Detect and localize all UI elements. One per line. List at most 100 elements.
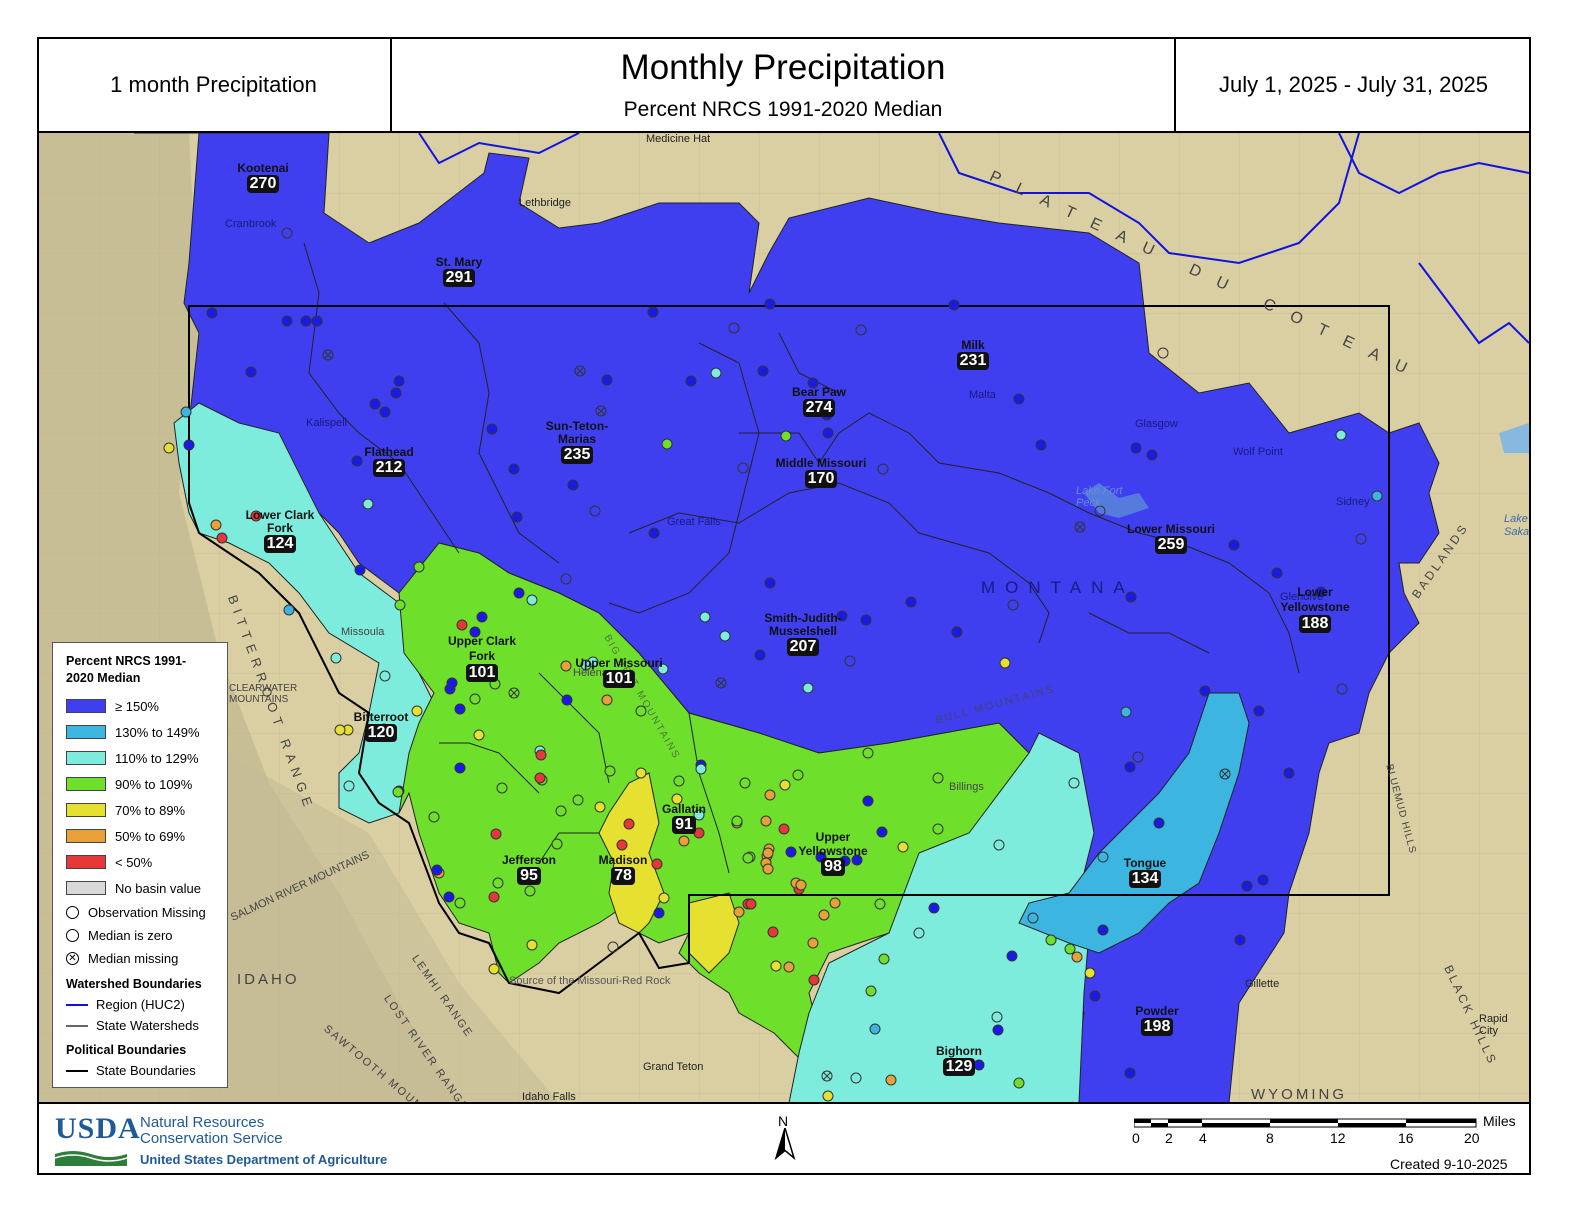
station-dot [928, 902, 940, 914]
map-legend: Percent NRCS 1991-2020 Median ≥ 150% 130… [52, 642, 228, 1088]
station-dot [897, 841, 909, 853]
state-boundary-montana [188, 305, 1390, 995]
station-dot [511, 511, 523, 523]
station-empty [555, 805, 567, 817]
station-dot [1271, 567, 1283, 579]
station-dot [413, 561, 425, 573]
place-label-gillette: Gillette [1245, 978, 1280, 990]
region-label-wyoming: WYOMING [1251, 1086, 1347, 1103]
station-dot [379, 406, 391, 418]
station-dot [369, 398, 381, 410]
station-empty [728, 322, 740, 334]
station-dot [456, 619, 468, 631]
station-dot [951, 626, 963, 638]
legend-item-70-89: 70% to 89% [66, 797, 227, 823]
station-dot [354, 564, 366, 576]
station-dot [658, 892, 670, 904]
station-dot [1097, 924, 1109, 936]
station-dot [783, 961, 795, 973]
station-dot [836, 610, 848, 622]
place-label-grand-teton: Grand Teton [643, 1061, 704, 1073]
station-dot [778, 823, 790, 835]
place-label-wolf-point: Wolf Point [1233, 446, 1283, 458]
station-dot [1071, 951, 1083, 963]
region-label-source-missouri: Source of the Missouri-Red Rock [509, 975, 671, 987]
station-empty [862, 747, 874, 759]
station-dot [1241, 880, 1253, 892]
station-empty [1336, 683, 1348, 695]
station-dot [671, 793, 683, 805]
basin-label-gallatin: Gallatin 91 [661, 802, 706, 834]
legend-item-90-109: 90% to 109% [66, 771, 227, 797]
station-crossed [574, 365, 586, 377]
station-dot [851, 854, 863, 866]
station-crossed [595, 405, 607, 417]
usda-wave-icon [55, 1151, 127, 1166]
station-dot [411, 705, 423, 717]
station-crossed [322, 349, 334, 361]
station-dot [1045, 934, 1057, 946]
station-dot [492, 877, 504, 889]
map-canvas[interactable]: Medicine Hat Lethbridge Cranbrook Kalisp… [39, 133, 1529, 1103]
station-dot [948, 299, 960, 311]
basin-label-st-mary: St. Mary 291 [435, 255, 483, 287]
station-dot [862, 795, 874, 807]
station-dot [623, 818, 635, 830]
station-dot [1153, 817, 1165, 829]
station-dot [860, 614, 872, 626]
huc2-region-line [418, 133, 1529, 345]
station-dot [311, 315, 323, 327]
scale-unit: Miles [1483, 1113, 1516, 1129]
station-dot [431, 864, 443, 876]
station-dot [330, 652, 342, 664]
station-dot [580, 659, 592, 671]
station-empty [1097, 851, 1109, 863]
usda-wordmark: USDA [55, 1112, 141, 1145]
station-dot [1228, 539, 1240, 551]
basin-label-powder: Powder 198 [1135, 1004, 1179, 1036]
scale-bar-graphic [1134, 1118, 1477, 1128]
legend-item-130-149: 130% to 149% [66, 719, 227, 745]
place-label-glasgow: Glasgow [1135, 418, 1178, 430]
place-label-kalispell: Kalispell [306, 417, 347, 429]
station-dot [534, 772, 546, 784]
station-dot [604, 765, 616, 777]
station-dot [651, 858, 663, 870]
station-dot [999, 657, 1011, 669]
station-empty [343, 780, 355, 792]
legend-region-huc2: Region (HUC2) [66, 994, 227, 1015]
legend-symbol-median-zero: Median is zero [66, 924, 227, 947]
station-dot [390, 387, 402, 399]
station-dot [785, 846, 797, 858]
station-dot [454, 897, 466, 909]
station-dot [1013, 393, 1025, 405]
station-crossed [508, 687, 520, 699]
station-dot [754, 649, 766, 661]
basin-label-milk: Milk 231 [933, 338, 1013, 370]
station-dot [443, 891, 455, 903]
station-dot [454, 703, 466, 715]
station-dot [905, 596, 917, 608]
station-dot [283, 604, 295, 616]
place-label-billings: Billings [949, 781, 984, 793]
legend-title: Percent NRCS 1991-2020 Median [66, 654, 187, 685]
station-dot [780, 430, 792, 442]
station-crossed [1219, 768, 1231, 780]
station-dot [808, 974, 820, 986]
basin-label-upper-missouri: Upper Missouri 101 [575, 656, 663, 688]
basin-label-kootenai: Kootenai 270 [237, 161, 289, 193]
legend-state-boundaries: State Boundaries [66, 1060, 227, 1081]
basin-label-flathead: Flathead 212 [364, 445, 414, 477]
station-dot [795, 879, 807, 891]
basin-label-upper-clark-fork: Upper Clark Fork 101 [447, 634, 517, 682]
station-dot [876, 826, 888, 838]
station-dot [535, 749, 547, 761]
basin-label-tongue: Tongue 134 [1123, 856, 1167, 888]
crossed-circle-icon: ✕ [66, 952, 79, 965]
station-dot [1234, 934, 1246, 946]
lake-fort-peck [1084, 483, 1149, 518]
station-dot [685, 375, 697, 387]
station-crossed [715, 677, 727, 689]
basin-label-bear-paw: Bear Paw 274 [791, 385, 847, 417]
station-dot [281, 315, 293, 327]
